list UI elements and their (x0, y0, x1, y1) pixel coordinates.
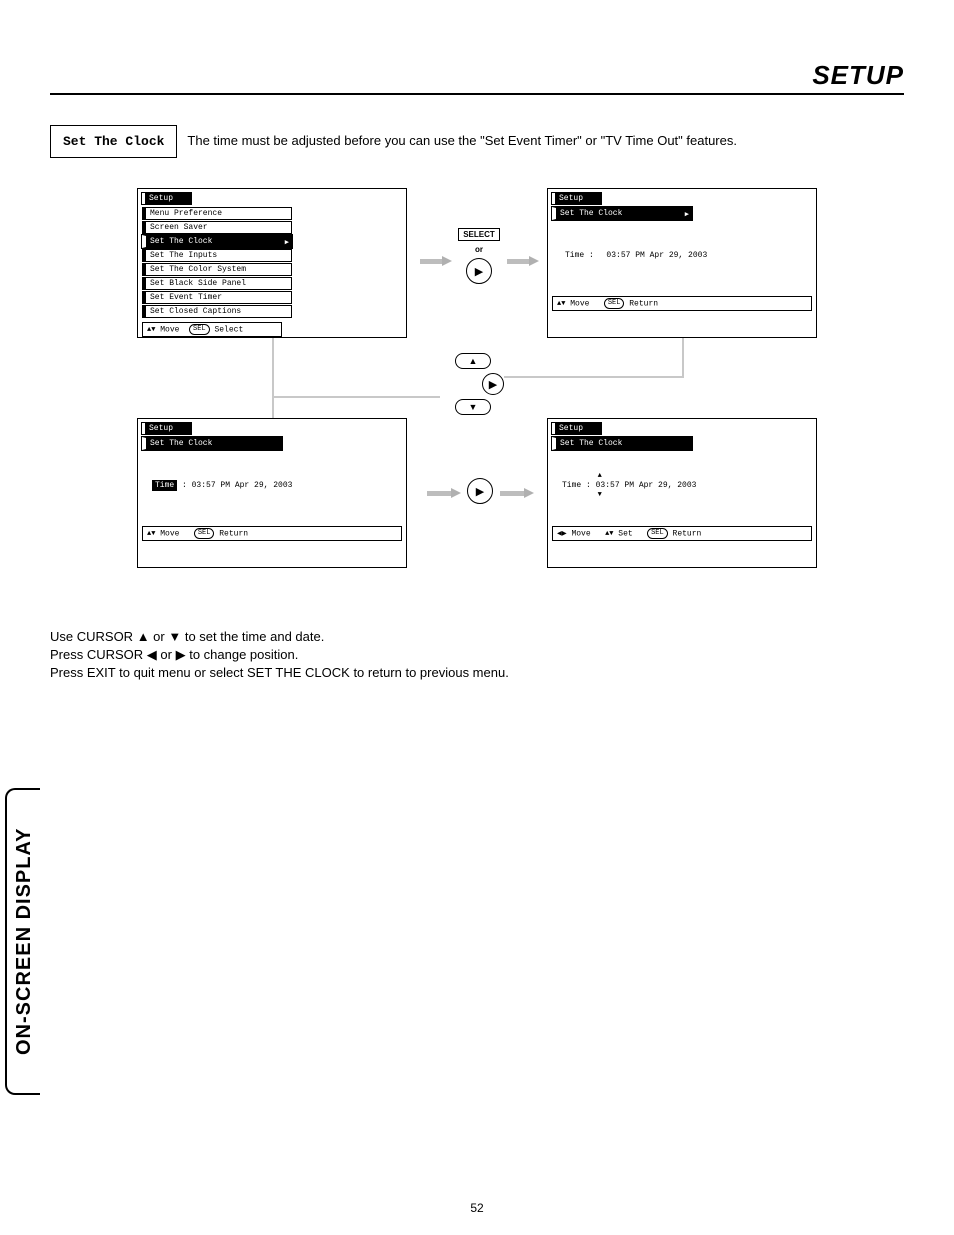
section-label-box: Set The Clock (50, 125, 177, 158)
osd-footer: ▲▼ Move SEL Return (142, 526, 402, 541)
osd-footer: ◀▶ Move ▲▼ Set SEL Return (552, 526, 812, 541)
side-tab: ON-SCREEN DISPLAY (5, 788, 40, 1095)
intro-text: The time must be adjusted before you can… (187, 125, 737, 148)
menu-item: Screen Saver (142, 221, 292, 234)
right-button[interactable]: ▶ (482, 373, 504, 395)
menu-item: Set Black Side Panel (142, 277, 292, 290)
right-button[interactable]: ▶ (467, 478, 493, 504)
osd-footer: ▲▼ Move SEL Select (142, 322, 282, 337)
osd-menu: Setup Menu PreferenceScreen SaverSet The… (137, 188, 407, 338)
select-button[interactable]: SELECT (458, 228, 500, 241)
or-label: or (454, 245, 504, 254)
osd-clock-b: Setup Set The Clock Time : 03:57 PM Apr … (137, 418, 407, 568)
menu-item: Set The Color System (142, 263, 292, 276)
menu-item: Set Event Timer (142, 291, 292, 304)
right-button[interactable]: ▶ (466, 258, 492, 284)
menu-item: Menu Preference (142, 207, 292, 220)
control-cluster-bottom: ▶ (467, 478, 493, 504)
diagram: Setup Menu PreferenceScreen SaverSet The… (92, 188, 862, 608)
menu-item: Set The Clock▶ (142, 235, 292, 248)
osd-sub: Set The Clock (552, 437, 692, 450)
down-caret: ▼ (598, 491, 602, 499)
instructions: Use CURSOR ▲ or ▼ to set the time and da… (50, 628, 904, 683)
osd-title: Setup (552, 193, 601, 204)
time-line: Time : ▲ 03 ▼ :57 PM Apr 29, 2003 (562, 481, 812, 490)
up-caret: ▲ (598, 472, 602, 480)
down-button[interactable]: ▼ (455, 399, 491, 415)
page-number: 52 (0, 1201, 954, 1215)
osd-clock-c: Setup Set The Clock Time : ▲ 03 ▼ :57 PM… (547, 418, 817, 568)
menu-item: Set The Inputs (142, 249, 292, 262)
osd-title: Setup (142, 193, 191, 204)
osd-clock-a: Setup Set The Clock▶ Time : 03:57 PM Apr… (547, 188, 817, 338)
up-button[interactable]: ▲ (455, 353, 491, 369)
control-cluster-mid: ▲ ▶ ▼ (442, 353, 504, 415)
osd-sub: Set The Clock (142, 437, 282, 450)
osd-footer: ▲▼ Move SEL Return (552, 296, 812, 311)
osd-title: Setup (552, 423, 601, 434)
osd-title: Setup (142, 423, 191, 434)
page-title: SETUP (50, 60, 904, 93)
time-line: Time : 03:57 PM Apr 29, 2003 (152, 481, 402, 490)
menu-item: Set Closed Captions (142, 305, 292, 318)
time-line: Time : 03:57 PM Apr 29, 2003 (562, 251, 812, 260)
control-cluster-top: SELECT or ▶ (454, 228, 504, 284)
osd-sub: Set The Clock▶ (552, 207, 692, 220)
